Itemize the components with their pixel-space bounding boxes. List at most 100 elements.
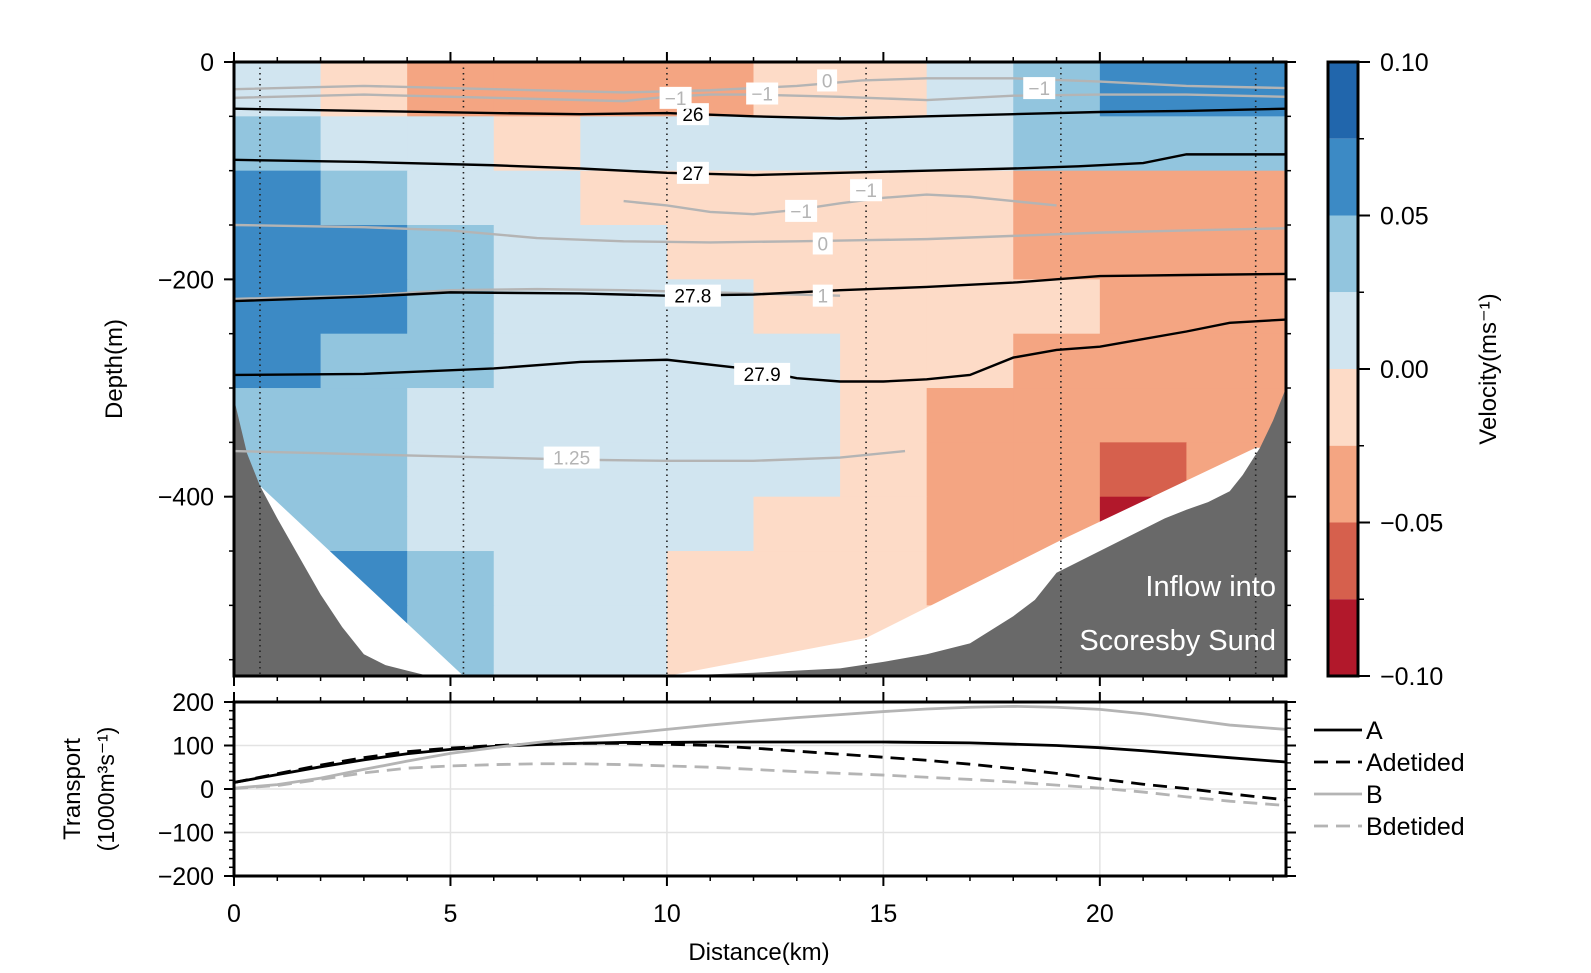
contour-label: 0: [822, 71, 833, 92]
contour-label: −1: [665, 89, 687, 110]
velocity-cell: [666, 442, 755, 498]
temperature-contour: [234, 223, 1286, 244]
colorbar-bin: [1328, 599, 1358, 676]
x-tick-label: 10: [653, 900, 681, 928]
velocity-cell: [753, 496, 841, 552]
velocity-cell: [493, 496, 581, 552]
colorbar-bin: [1328, 62, 1358, 139]
y-tick-label: 200: [172, 689, 214, 717]
velocity-cell: [840, 225, 928, 280]
contour-label-box: [817, 69, 838, 92]
velocity-cell: [320, 496, 408, 552]
legend-label: A: [1366, 717, 1383, 745]
velocity-cell: [320, 279, 408, 335]
series-line: [234, 741, 1286, 802]
velocity-cell: [234, 388, 322, 443]
contour-label: 27.8: [674, 287, 711, 308]
velocity-cell: [320, 388, 408, 443]
velocity-cell: [926, 496, 1014, 552]
velocity-cell: [493, 333, 581, 389]
contour-label-box: [664, 284, 721, 307]
contour-label: −1: [790, 202, 812, 223]
contour-label: 1: [817, 287, 828, 308]
velocity-cell: [234, 279, 322, 335]
colorbar-bin: [1328, 215, 1358, 293]
series-line: [234, 762, 1286, 807]
velocity-cell: [666, 496, 755, 552]
annotation-line-1: Inflow into: [1145, 571, 1276, 603]
y-tick-label: 0: [200, 776, 214, 804]
contour-label: −1: [855, 181, 877, 202]
contour-label-box: [746, 82, 779, 105]
velocity-cell: [407, 496, 495, 552]
velocity-cell: [580, 496, 668, 552]
velocity-cell: [320, 333, 408, 389]
velocity-cell: [493, 279, 581, 335]
colorbar-bins: [1328, 62, 1358, 676]
annotation-line-2: Scoresby Sund: [1079, 625, 1276, 657]
velocity-cell: [1099, 279, 1188, 335]
velocity-cell: [1013, 333, 1101, 389]
y-tick-label: −400: [158, 484, 214, 512]
velocity-cell: [666, 388, 755, 443]
velocity-cell: [926, 225, 1014, 280]
velocity-frame: [232, 60, 1288, 678]
density-contour: [234, 318, 1286, 383]
colorbar-bin: [1328, 369, 1358, 446]
velocity-axis-ticks: 0 −200 −400: [158, 49, 1296, 686]
velocity-cell: [1099, 333, 1188, 389]
legend-label: B: [1366, 781, 1383, 809]
station-lines: [259, 62, 1257, 676]
series-line: [234, 740, 1286, 784]
velocity-cell: [926, 442, 1014, 498]
velocity-cell: [407, 170, 495, 226]
contour-label-box: [676, 161, 709, 184]
velocity-cell: [407, 116, 495, 172]
velocity-cell: [580, 388, 668, 443]
seafloor: [234, 62, 1286, 676]
contour-label: 0: [817, 234, 828, 255]
colorbar-label: Velocity(ms⁻¹): [1475, 293, 1502, 444]
x-tick-label: 0: [227, 900, 241, 928]
density-contour: [234, 107, 1286, 120]
velocity-cell: [1186, 279, 1286, 335]
contour-label: −1: [751, 85, 773, 106]
colorbar-bin: [1328, 138, 1358, 216]
colorbar-tick-label: −0.05: [1380, 510, 1443, 538]
y-tick-label: −200: [158, 266, 214, 294]
velocity-cell: [320, 225, 408, 280]
density-contours: [234, 107, 1286, 383]
velocity-cell: [840, 116, 928, 172]
distance-axis-label: Distance(km): [688, 939, 829, 966]
colorbar-bin: [1328, 292, 1358, 369]
velocity-cell: [493, 170, 581, 226]
velocity-cell: [840, 62, 928, 117]
velocity-cell: [580, 225, 668, 280]
velocity-cell: [493, 551, 581, 606]
velocity-cell: [320, 62, 408, 117]
velocity-cell: [926, 333, 1014, 389]
colorbar-bin: [1328, 522, 1358, 600]
velocity-cell: [1099, 225, 1188, 280]
velocity-cell: [234, 116, 322, 172]
velocity-cell: [1099, 388, 1188, 443]
depth-axis-label: Depth(m): [101, 319, 128, 419]
contour-label-box: [785, 199, 818, 222]
contour-label: −1: [1028, 79, 1050, 100]
y-tick-label: 0: [200, 49, 214, 77]
bathymetry: [234, 62, 1286, 676]
velocity-cell: [493, 116, 581, 172]
density-contour: [234, 272, 1286, 303]
velocity-cell: [234, 333, 322, 389]
colorbar: 0.10 0.05 0.00 −0.05 −0.10 Velocity(ms⁻¹): [1326, 49, 1502, 691]
velocity-cell: [926, 279, 1014, 335]
legend-label: Bdetided: [1366, 813, 1465, 841]
velocity-cell: [1186, 225, 1286, 280]
velocity-cell: [493, 388, 581, 443]
velocity-cell: [753, 388, 841, 443]
velocity-cell: [840, 442, 928, 498]
colorbar-tick-label: 0.05: [1380, 203, 1429, 231]
velocity-cell: [234, 225, 322, 280]
